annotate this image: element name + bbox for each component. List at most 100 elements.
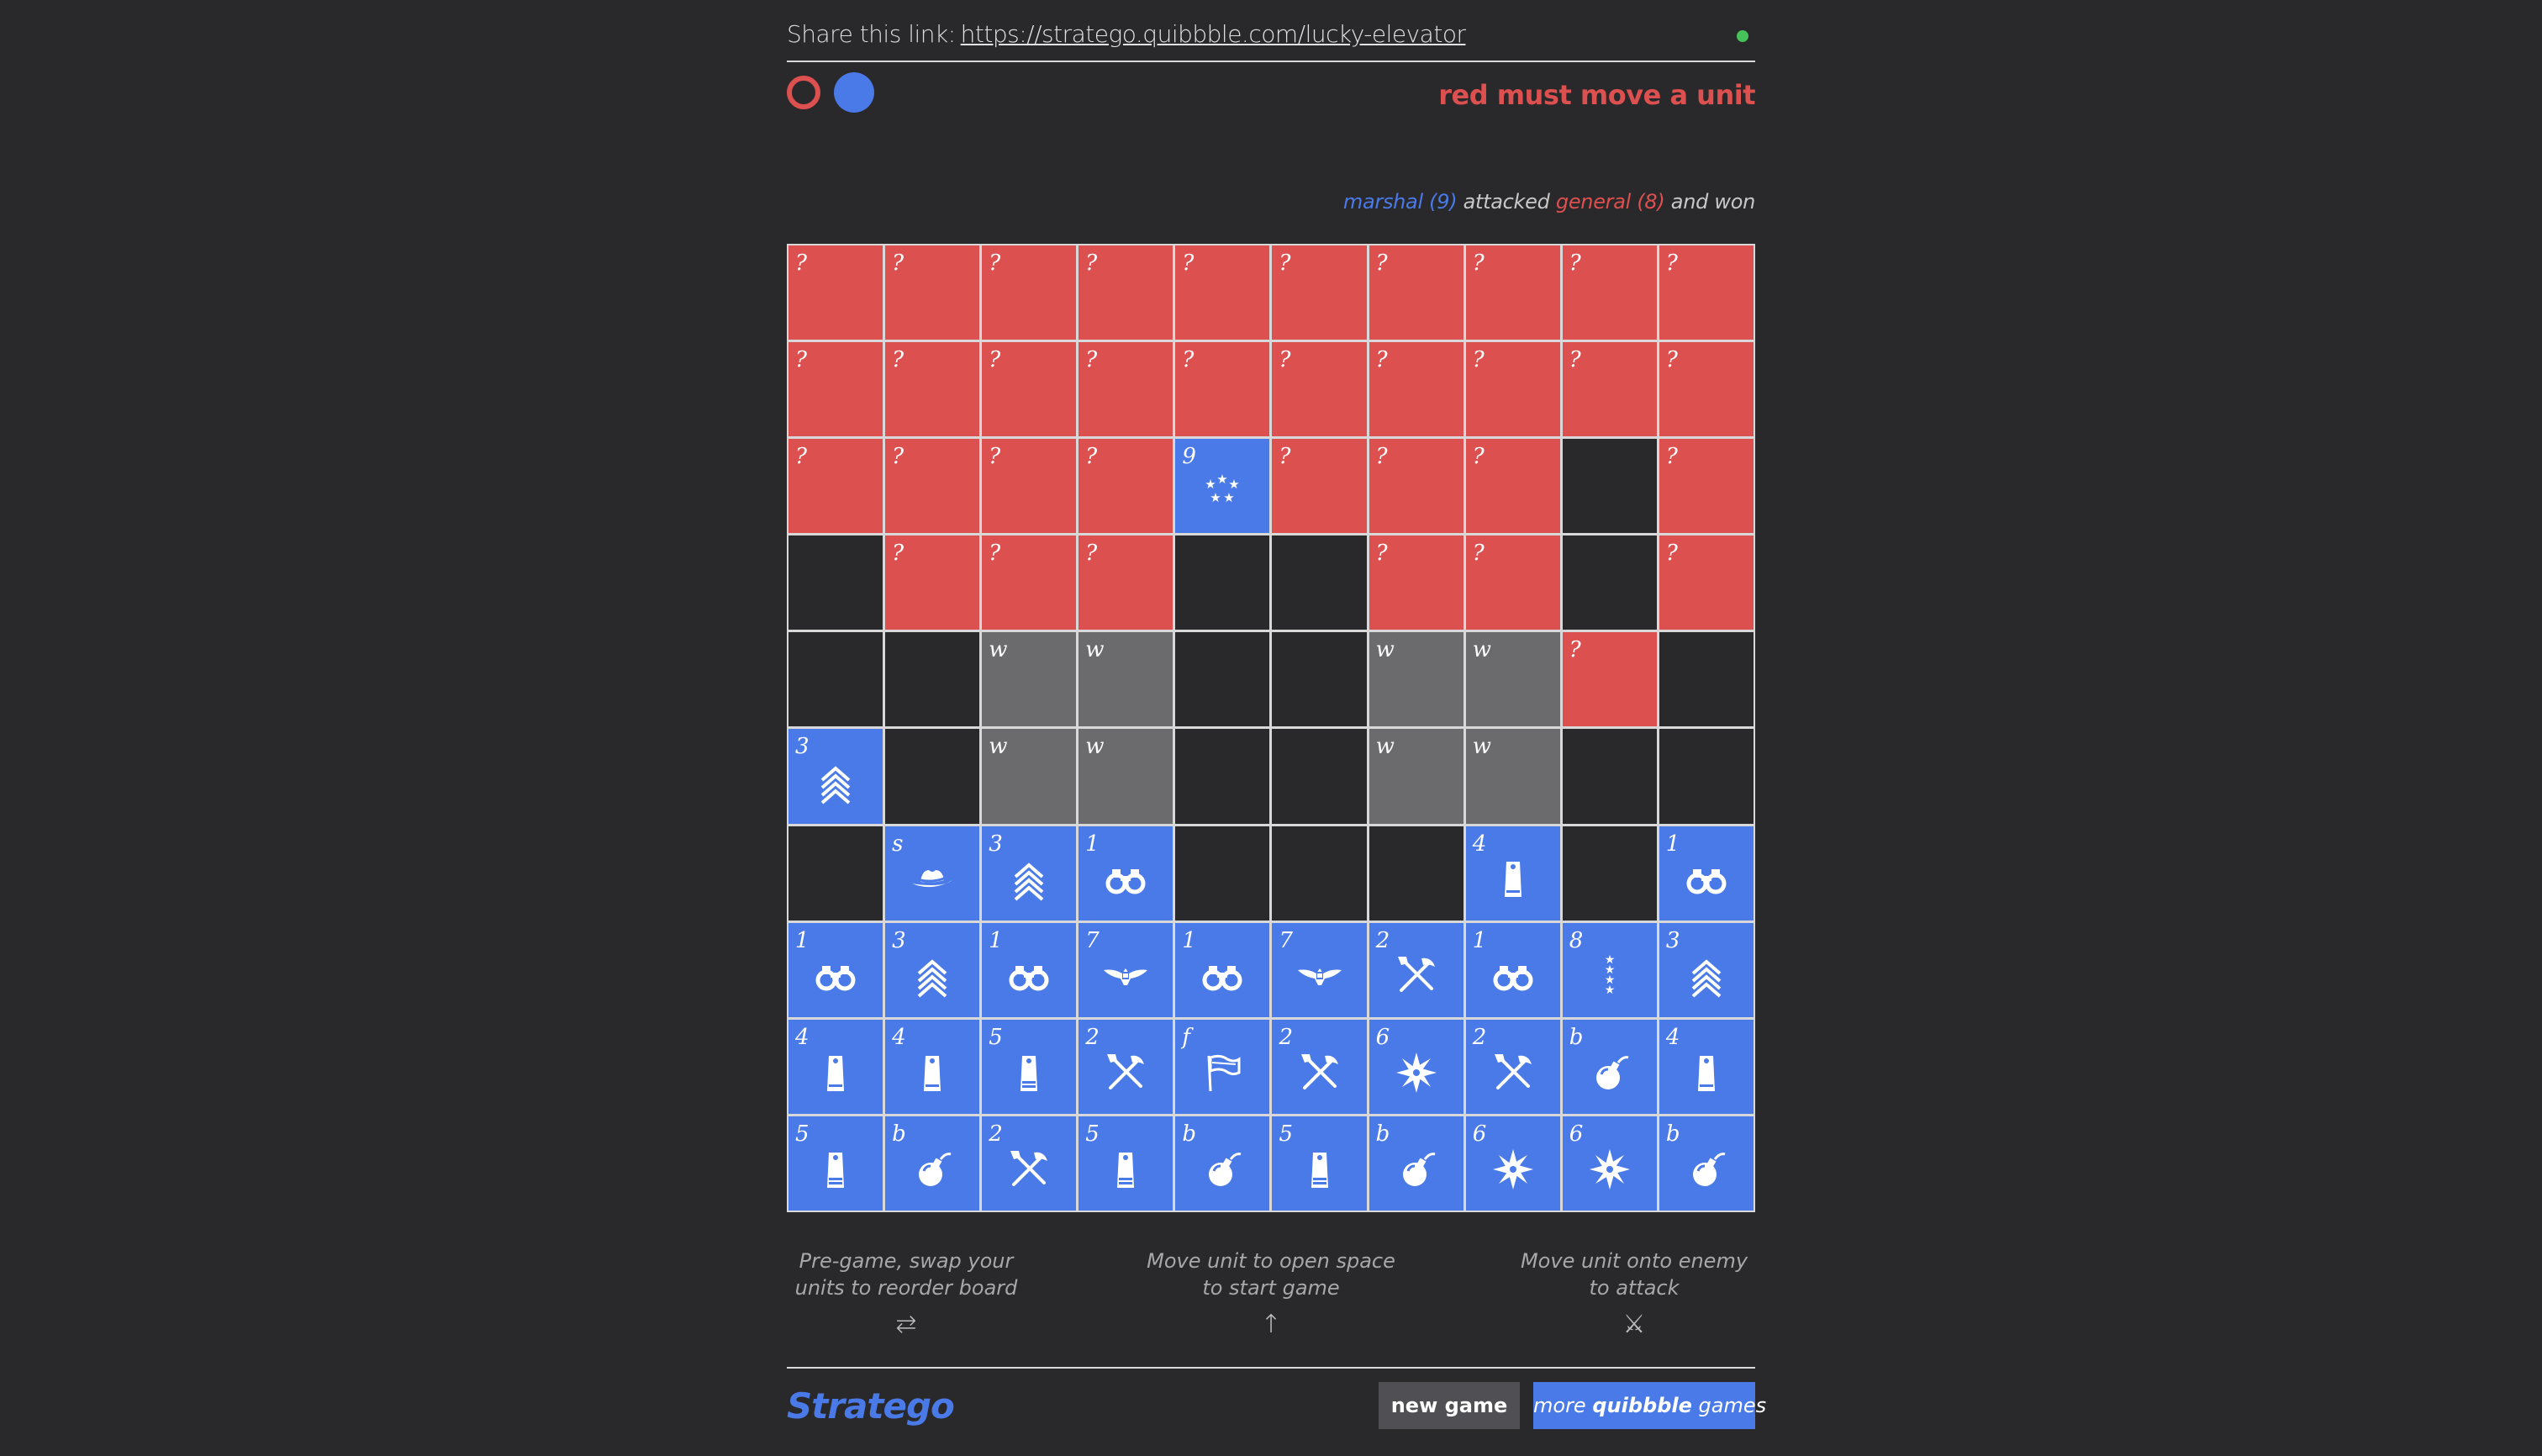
board-cell[interactable]: ?: [788, 439, 883, 534]
board-cell[interactable]: w: [1465, 632, 1560, 727]
board-cell[interactable]: ?: [1369, 439, 1463, 534]
board-cell[interactable]: [1175, 826, 1270, 921]
board-cell[interactable]: 1: [1079, 826, 1173, 921]
board-cell[interactable]: 1: [1465, 922, 1560, 1017]
board-cell[interactable]: ?: [1079, 535, 1173, 630]
board-cell[interactable]: b: [1659, 1116, 1754, 1211]
board-cell[interactable]: b: [1175, 1116, 1270, 1211]
board-cell[interactable]: ?: [1079, 342, 1173, 437]
board-cell[interactable]: 1: [982, 922, 1077, 1017]
board-cell[interactable]: ?: [1465, 535, 1560, 630]
board-cell[interactable]: 5: [1272, 1116, 1367, 1211]
board-cell[interactable]: ?: [885, 245, 980, 340]
board-cell[interactable]: ?: [1659, 342, 1754, 437]
board-cell[interactable]: ?: [1369, 245, 1463, 340]
board-cell[interactable]: [1175, 729, 1270, 824]
board-cell[interactable]: [1272, 535, 1367, 630]
board-cell[interactable]: 4: [1659, 1019, 1754, 1114]
board-cell[interactable]: ?: [1272, 439, 1367, 534]
board-cell[interactable]: 2: [1465, 1019, 1560, 1114]
board-cell[interactable]: [1175, 535, 1270, 630]
stratego-logo[interactable]: Stratego: [787, 1385, 955, 1427]
board-cell[interactable]: ?: [1659, 439, 1754, 534]
new-game-button[interactable]: new game: [1379, 1382, 1520, 1429]
board-cell[interactable]: 5: [788, 1116, 883, 1211]
board-cell[interactable]: 3: [788, 729, 883, 824]
board-cell[interactable]: 5: [1079, 1116, 1173, 1211]
board-cell[interactable]: ?: [1272, 342, 1367, 437]
board-cell[interactable]: 3: [1659, 922, 1754, 1017]
more-games-button[interactable]: more quibbble games: [1533, 1382, 1766, 1429]
board-cell[interactable]: 6: [1369, 1019, 1463, 1114]
board-cell[interactable]: [1272, 729, 1367, 824]
board-cell[interactable]: ?: [1369, 535, 1463, 630]
board-cell[interactable]: ?: [885, 535, 980, 630]
board-cell[interactable]: [1562, 439, 1657, 534]
board-cell[interactable]: [1562, 826, 1657, 921]
board-cell[interactable]: b: [885, 1116, 980, 1211]
board-cell[interactable]: [1175, 632, 1270, 727]
share-link[interactable]: https://stratego.quibbble.com/lucky-elev…: [960, 20, 1466, 48]
board-cell[interactable]: ?: [982, 439, 1077, 534]
board-cell[interactable]: b: [1562, 1019, 1657, 1114]
board-cell[interactable]: 1: [788, 922, 883, 1017]
board-cell[interactable]: [788, 632, 883, 727]
board-cell[interactable]: 6: [1465, 1116, 1560, 1211]
board-cell[interactable]: [788, 535, 883, 630]
board-cell[interactable]: [1659, 632, 1754, 727]
board-cell[interactable]: 4: [1465, 826, 1560, 921]
board-cell[interactable]: f: [1175, 1019, 1270, 1114]
board-cell[interactable]: ?: [982, 535, 1077, 630]
board-cell[interactable]: ?: [1465, 245, 1560, 340]
board-cell[interactable]: ?: [1369, 342, 1463, 437]
board-cell[interactable]: 2: [1369, 922, 1463, 1017]
board-cell[interactable]: [885, 632, 980, 727]
board-cell[interactable]: 7: [1079, 922, 1173, 1017]
board-cell[interactable]: ?: [885, 342, 980, 437]
board-cell[interactable]: 3: [885, 922, 980, 1017]
board-cell[interactable]: [1659, 729, 1754, 824]
board-cell[interactable]: 1: [1659, 826, 1754, 921]
board-cell[interactable]: w: [982, 632, 1077, 727]
board-cell[interactable]: ?: [1079, 439, 1173, 534]
board-cell[interactable]: ?: [1465, 439, 1560, 534]
board-cell[interactable]: 6: [1562, 1116, 1657, 1211]
board-cell[interactable]: ?: [1465, 342, 1560, 437]
board-cell[interactable]: w: [1465, 729, 1560, 824]
board-cell[interactable]: 3: [982, 826, 1077, 921]
board-cell[interactable]: 9 ★ ★ ★ ★ ★: [1175, 439, 1270, 534]
board-cell[interactable]: 2: [1079, 1019, 1173, 1114]
board-cell[interactable]: 1: [1175, 922, 1270, 1017]
board-cell[interactable]: [885, 729, 980, 824]
board-cell[interactable]: [1562, 535, 1657, 630]
board-cell[interactable]: ?: [982, 342, 1077, 437]
board-cell[interactable]: w: [1369, 632, 1463, 727]
board-cell[interactable]: ?: [1175, 245, 1270, 340]
board-cell[interactable]: 2: [982, 1116, 1077, 1211]
board-cell[interactable]: [1272, 826, 1367, 921]
board-cell[interactable]: w: [1079, 632, 1173, 727]
board-cell[interactable]: ?: [1659, 535, 1754, 630]
board-cell[interactable]: [788, 826, 883, 921]
board-cell[interactable]: 4: [885, 1019, 980, 1114]
board-cell[interactable]: w: [1079, 729, 1173, 824]
board-cell[interactable]: ?: [1562, 342, 1657, 437]
board-cell[interactable]: w: [1369, 729, 1463, 824]
board-cell[interactable]: ?: [788, 342, 883, 437]
board-cell[interactable]: ?: [885, 439, 980, 534]
board-cell[interactable]: 5: [982, 1019, 1077, 1114]
board-cell[interactable]: ?: [1079, 245, 1173, 340]
board-cell[interactable]: [1562, 729, 1657, 824]
board-cell[interactable]: ?: [1272, 245, 1367, 340]
board-cell[interactable]: 4: [788, 1019, 883, 1114]
board-cell[interactable]: s: [885, 826, 980, 921]
board-cell[interactable]: w: [982, 729, 1077, 824]
board-cell[interactable]: 7: [1272, 922, 1367, 1017]
board-cell[interactable]: ?: [1562, 245, 1657, 340]
board-cell[interactable]: ?: [1659, 245, 1754, 340]
board-cell[interactable]: [1272, 632, 1367, 727]
board-cell[interactable]: 2: [1272, 1019, 1367, 1114]
board-cell[interactable]: ?: [1562, 632, 1657, 727]
board-cell[interactable]: b: [1369, 1116, 1463, 1211]
board-cell[interactable]: ?: [982, 245, 1077, 340]
